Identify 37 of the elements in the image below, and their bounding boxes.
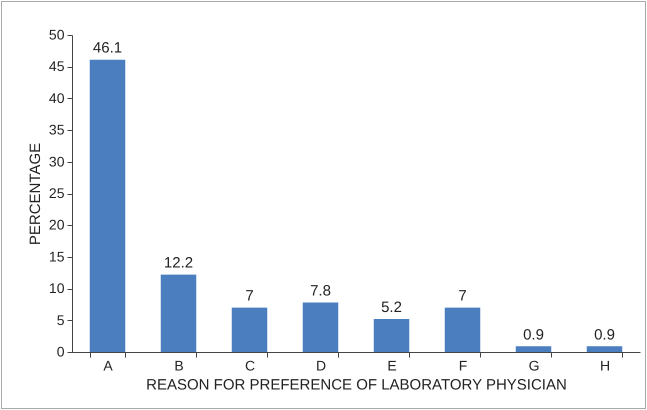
x-tick-label: D bbox=[316, 358, 326, 374]
x-axis-title: REASON FOR PREFERENCE OF LABORATORY PHYSICIAN bbox=[146, 376, 567, 394]
data-label: 5.2 bbox=[381, 299, 402, 316]
x-tick-label: H bbox=[600, 358, 610, 374]
x-tick-label: C bbox=[244, 358, 256, 374]
bar bbox=[374, 319, 410, 352]
y-tick-label: 30 bbox=[48, 153, 65, 170]
data-label: 7.8 bbox=[310, 282, 331, 300]
y-tick-label: 50 bbox=[48, 26, 65, 42]
x-tick-label: F bbox=[458, 358, 468, 374]
y-tick-label: 25 bbox=[48, 185, 65, 201]
data-label: 12.2 bbox=[164, 254, 194, 272]
y-tick-label: 20 bbox=[48, 216, 65, 233]
y-tick-label: 10 bbox=[48, 280, 65, 296]
bar bbox=[232, 308, 268, 352]
bar bbox=[586, 346, 622, 352]
x-tick-label: E bbox=[387, 358, 397, 374]
y-tick-label: 35 bbox=[48, 122, 65, 138]
bar bbox=[160, 274, 196, 352]
x-tick-label: G bbox=[528, 358, 540, 374]
y-tick-label: 40 bbox=[48, 90, 65, 106]
data-label: 7 bbox=[245, 288, 254, 305]
x-tick-label: B bbox=[174, 358, 184, 374]
data-label: 7 bbox=[458, 288, 467, 305]
data-label: 46.1 bbox=[92, 40, 122, 57]
bar bbox=[444, 308, 480, 352]
y-tick-label: 45 bbox=[48, 58, 65, 74]
y-axis-title: PERCENTAGE bbox=[26, 142, 44, 246]
bar bbox=[90, 60, 126, 352]
x-tick-label: A bbox=[103, 358, 114, 374]
data-label: 0.9 bbox=[523, 326, 544, 344]
y-tick-label: 5 bbox=[56, 312, 65, 328]
data-label: 0.9 bbox=[594, 326, 615, 344]
bar bbox=[302, 302, 338, 352]
y-tick-label: 15 bbox=[48, 248, 65, 264]
y-tick-label: 0 bbox=[56, 344, 65, 360]
bar bbox=[516, 346, 552, 352]
